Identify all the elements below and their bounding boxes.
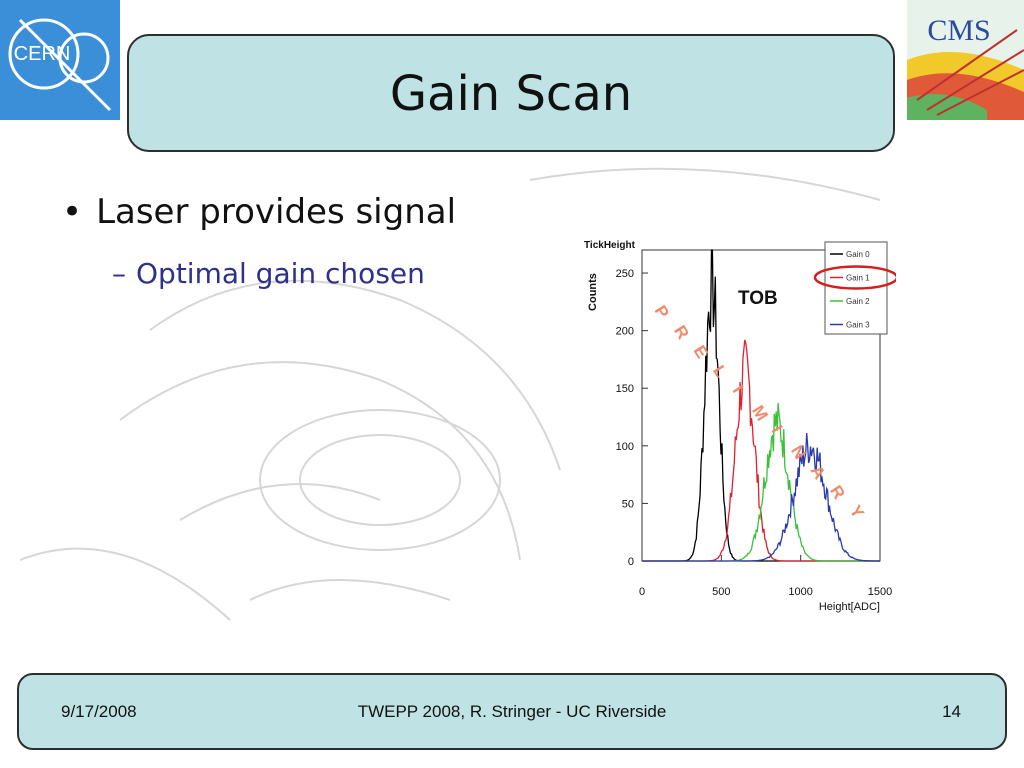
legend-entry: Gain 3	[846, 321, 870, 330]
legend-entry: Gain 2	[846, 297, 870, 306]
footer-presentation: TWEPP 2008, R. Stringer - UC Riverside	[357, 702, 667, 721]
cern-logo: CERN	[0, 0, 120, 120]
bullet-text: Optimal gain chosen	[136, 257, 425, 290]
bullet-level1: • Laser provides signal	[62, 192, 456, 232]
footer-date: 9/17/2008	[61, 702, 137, 721]
footer-bar: 9/17/2008 TWEPP 2008, R. Stringer - UC R…	[17, 673, 1007, 750]
y-tick-label: 50	[622, 498, 634, 510]
y-tick-label: 250	[616, 268, 634, 280]
gain-scan-histogram: TickHeight Counts Height[ADC] 0 50 100 150 200 2…	[568, 232, 896, 620]
bullet-marker: •	[62, 192, 83, 232]
y-axis-label: Counts	[587, 273, 599, 311]
title-box: Gain Scan	[127, 34, 895, 152]
x-tick-label: 0	[639, 586, 645, 598]
series-line-gain-3	[642, 433, 880, 562]
highlight-circle	[813, 265, 896, 290]
bullet-marker: –	[112, 257, 126, 290]
chart-title: TickHeight	[584, 240, 636, 251]
y-tick-label: 200	[616, 326, 634, 338]
bullet-text: Laser provides signal	[96, 192, 457, 232]
bullet-level2: – Optimal gain chosen	[112, 257, 425, 290]
cms-logo-text: CMS	[927, 14, 990, 47]
chart-annotation: TOB	[738, 288, 778, 309]
legend-entry: Gain 1	[846, 274, 870, 283]
y-tick-label: 150	[616, 383, 634, 395]
x-axis-label: Height[ADC]	[819, 601, 880, 613]
y-tick-label: 0	[628, 556, 634, 568]
x-tick-label: 1500	[868, 586, 892, 598]
slide-title: Gain Scan	[389, 66, 633, 122]
legend-entry: Gain 0	[846, 250, 870, 259]
x-tick-label: 1000	[788, 586, 812, 598]
footer-page-number: 14	[942, 702, 961, 721]
x-tick-label: 500	[712, 586, 730, 598]
cern-logo-text: CERN	[14, 43, 71, 65]
cms-logo: CMS	[907, 0, 1024, 120]
y-tick-label: 100	[616, 441, 634, 453]
